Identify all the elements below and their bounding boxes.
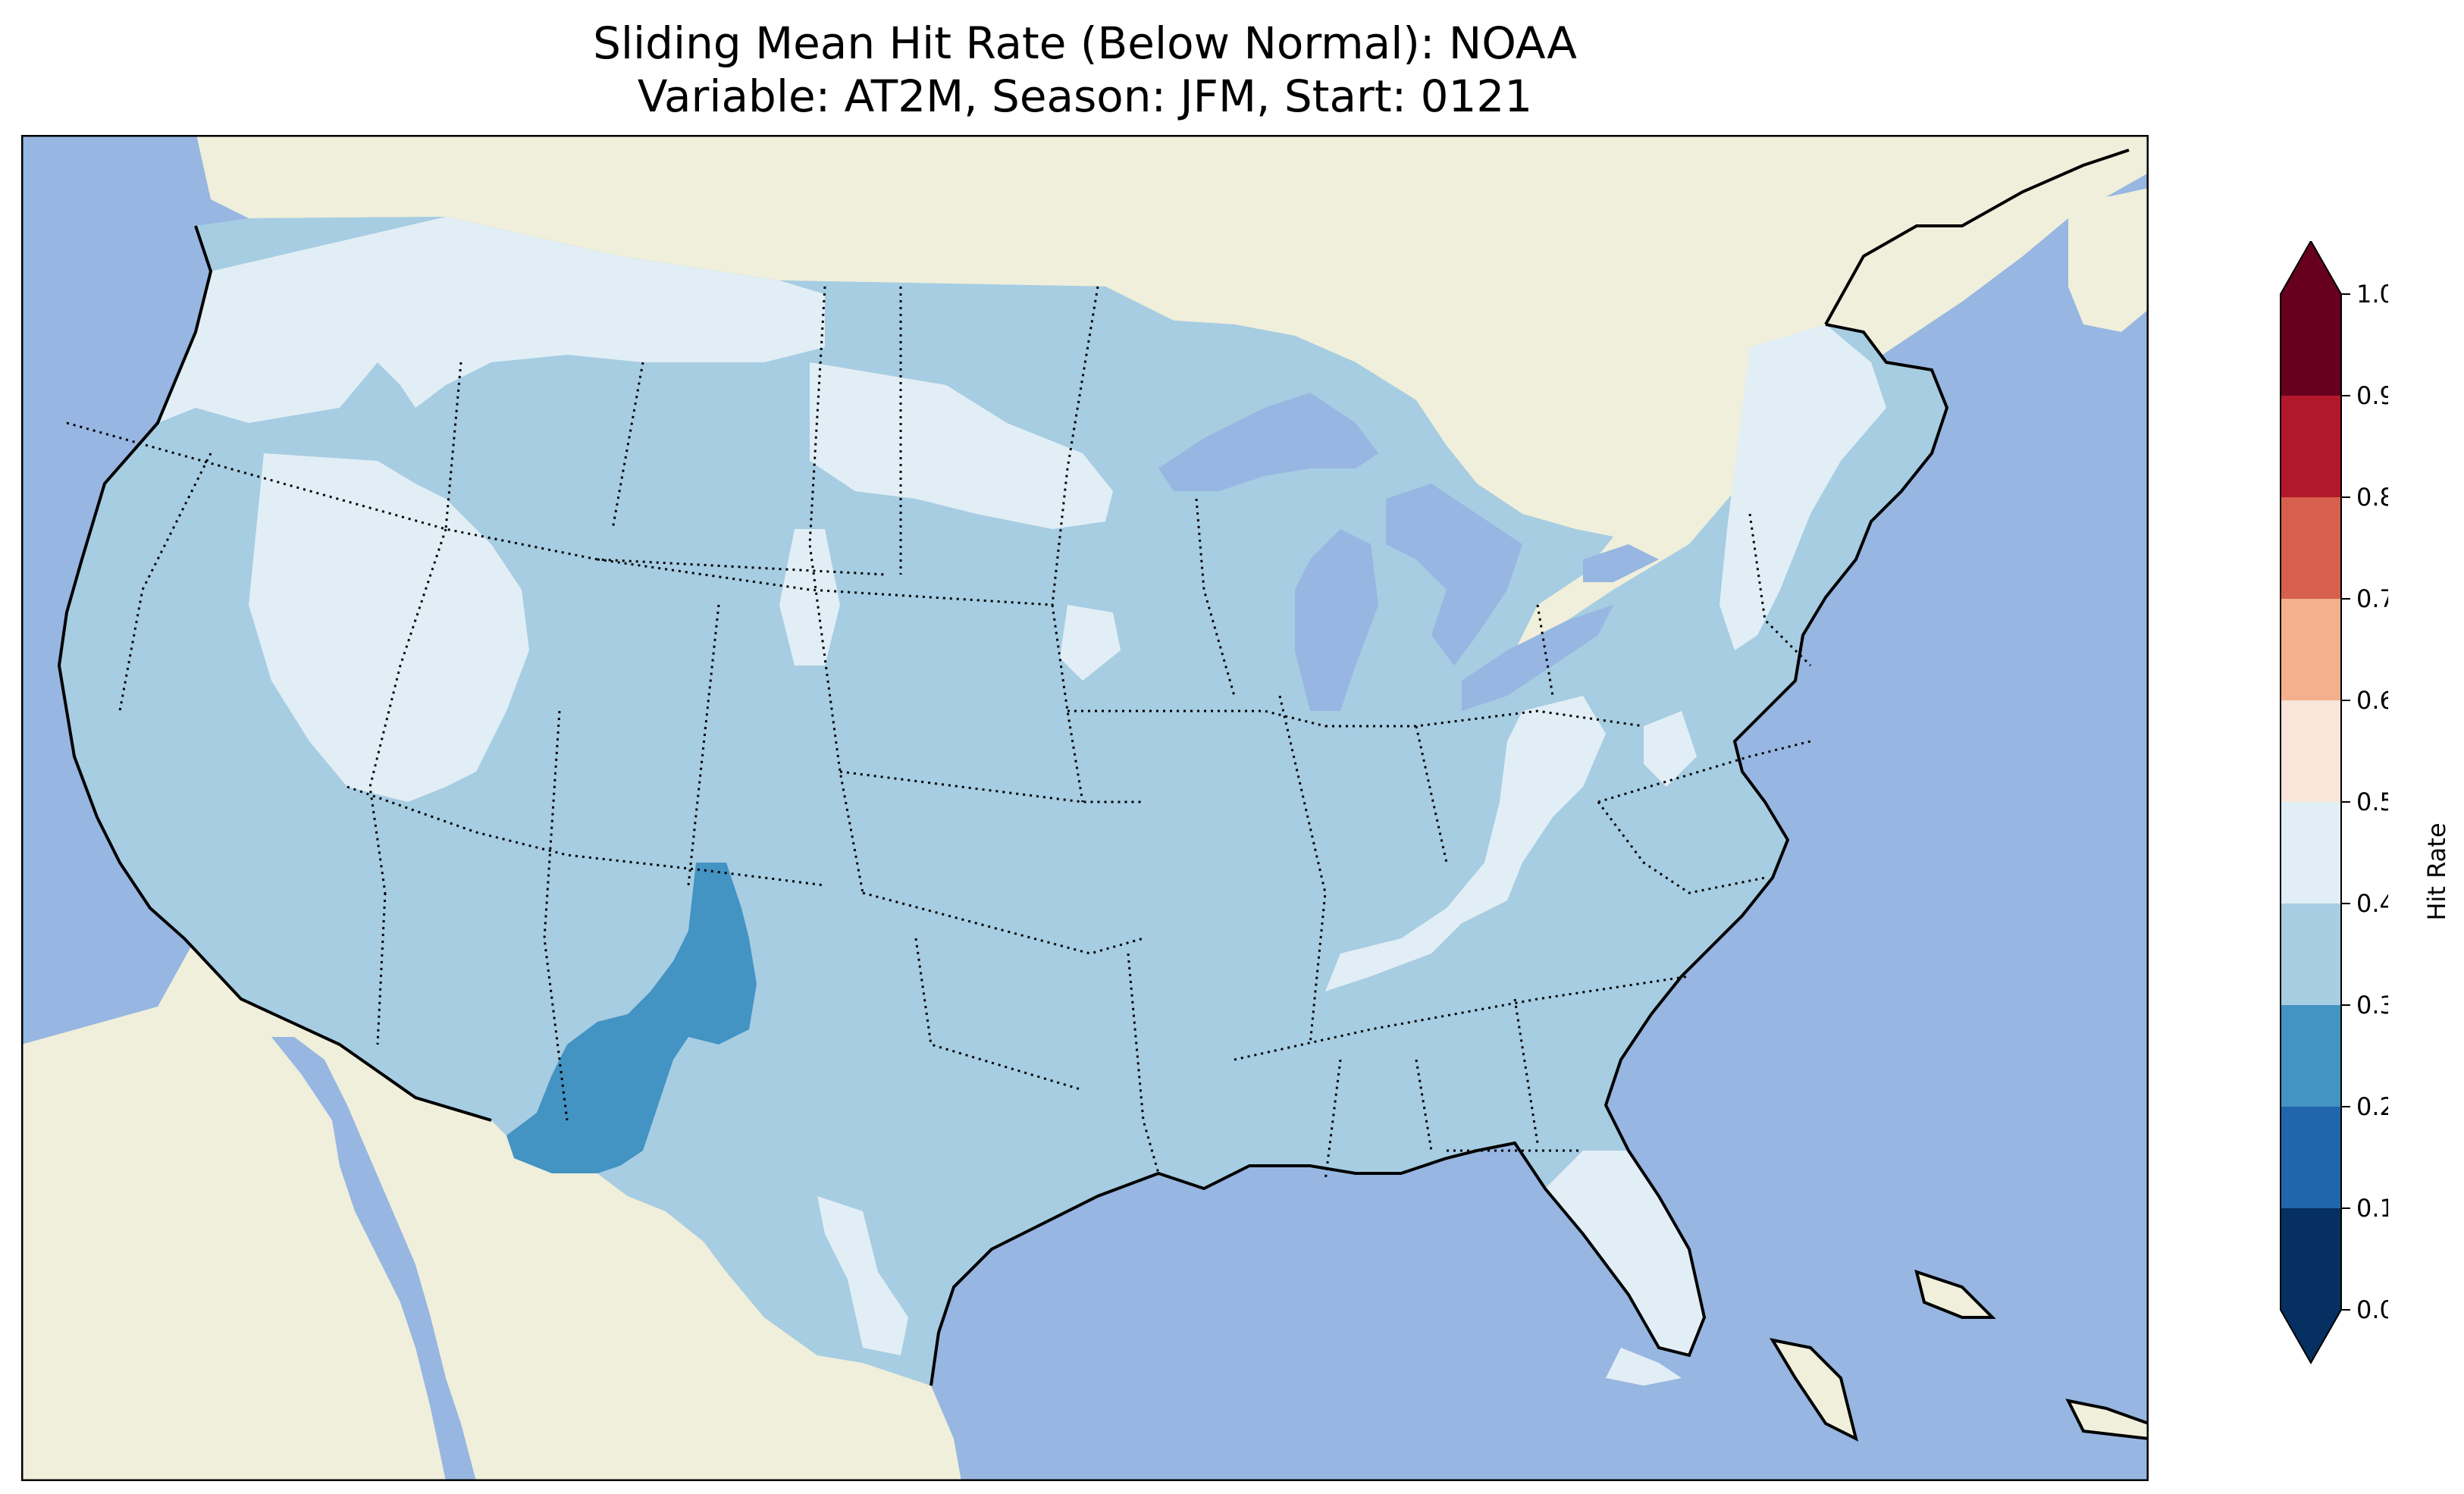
title-line-2: Variable: AT2M, Season: JFM, Start: 0121	[637, 70, 1533, 122]
colorbar-segment	[2281, 1005, 2341, 1107]
colorbar-segment	[2281, 1107, 2341, 1208]
colorbar-tick-label: 0.5	[2356, 788, 2388, 816]
newfoundland-land	[2068, 188, 2149, 332]
colorbar-extend-min	[2281, 1310, 2341, 1363]
colorbar-segment	[2281, 599, 2341, 700]
hit-rate-map	[21, 135, 2149, 1481]
colorbar-tick-label: 0.0	[2356, 1295, 2388, 1324]
baja-gulf	[271, 1037, 476, 1481]
colorbar-segment	[2281, 700, 2341, 802]
colorbar-label: Hit Rate	[2422, 822, 2451, 921]
colorbar-tick-label: 0.1	[2356, 1194, 2388, 1223]
colorbar-tick-label: 0.8	[2356, 483, 2388, 512]
map-title: Sliding Mean Hit Rate (Below Normal): NO…	[21, 17, 2149, 123]
colorbar-segment	[2281, 294, 2341, 396]
colorbar-tick-label: 0.2	[2356, 1092, 2388, 1121]
colorbar-segment	[2281, 1208, 2341, 1310]
colorbar-tick-label: 0.3	[2356, 991, 2388, 1019]
colorbar-segment	[2281, 497, 2341, 599]
great-lakes	[1158, 393, 1659, 711]
usa-land	[59, 217, 1947, 1386]
colorbar-tick-label: 0.7	[2356, 584, 2388, 613]
colorbar-tick-label: 0.9	[2356, 381, 2388, 410]
coastline	[57, 149, 2130, 1386]
colorbar-segment	[2281, 904, 2341, 1005]
colorbar-tick-label: 0.4	[2356, 889, 2388, 918]
mexico-land	[21, 938, 961, 1481]
colorbar-segment	[2281, 396, 2341, 497]
colorbar-tick-label: 1.0	[2356, 280, 2388, 309]
field-0.2-0.3	[506, 863, 757, 1173]
state-borders	[66, 286, 1812, 1182]
colorbar-extend-max	[2281, 241, 2341, 294]
colorbar-segment	[2281, 802, 2341, 904]
title-line-1: Sliding Mean Hit Rate (Below Normal): NO…	[593, 17, 1577, 69]
colorbar: 0.0 0.1 0.2 0.3 0.4 0.5 0.6 0.7 0.8 0.9 1.0	[2280, 241, 2388, 1365]
caribbean-islands	[1769, 1269, 2149, 1442]
map-frame	[21, 135, 2149, 1481]
colorbar-tick-label: 0.6	[2356, 686, 2388, 715]
field-0.4-0.5	[158, 217, 1886, 1386]
canada-land	[188, 135, 2149, 696]
